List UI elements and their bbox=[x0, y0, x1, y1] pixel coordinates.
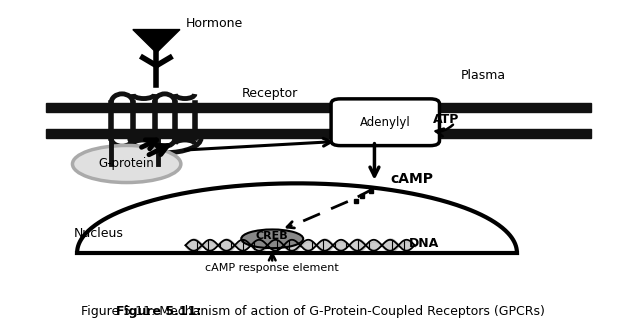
Text: DNA: DNA bbox=[409, 237, 439, 250]
Text: cAMP: cAMP bbox=[390, 172, 433, 186]
Text: Adenylyl: Adenylyl bbox=[360, 116, 411, 129]
Text: Hormone: Hormone bbox=[186, 17, 242, 30]
Ellipse shape bbox=[72, 145, 181, 183]
Bar bbox=[46, 129, 591, 138]
Text: G-protein: G-protein bbox=[99, 157, 154, 171]
FancyBboxPatch shape bbox=[331, 99, 439, 146]
Text: Plasma: Plasma bbox=[461, 69, 506, 82]
Text: Receptor: Receptor bbox=[241, 87, 298, 100]
Text: Nucleus: Nucleus bbox=[74, 227, 124, 240]
Text: Figure 5.11:: Figure 5.11: bbox=[116, 305, 201, 318]
Text: Figure 5.11: Mechanism of action of G-Protein-Coupled Receptors (GPCRs): Figure 5.11: Mechanism of action of G-Pr… bbox=[81, 305, 544, 318]
Text: cAMP response element: cAMP response element bbox=[206, 263, 339, 273]
Bar bbox=[46, 103, 591, 113]
Ellipse shape bbox=[241, 230, 303, 248]
Text: CREB: CREB bbox=[256, 231, 289, 240]
Text: ATP: ATP bbox=[433, 113, 459, 126]
Polygon shape bbox=[133, 30, 180, 53]
